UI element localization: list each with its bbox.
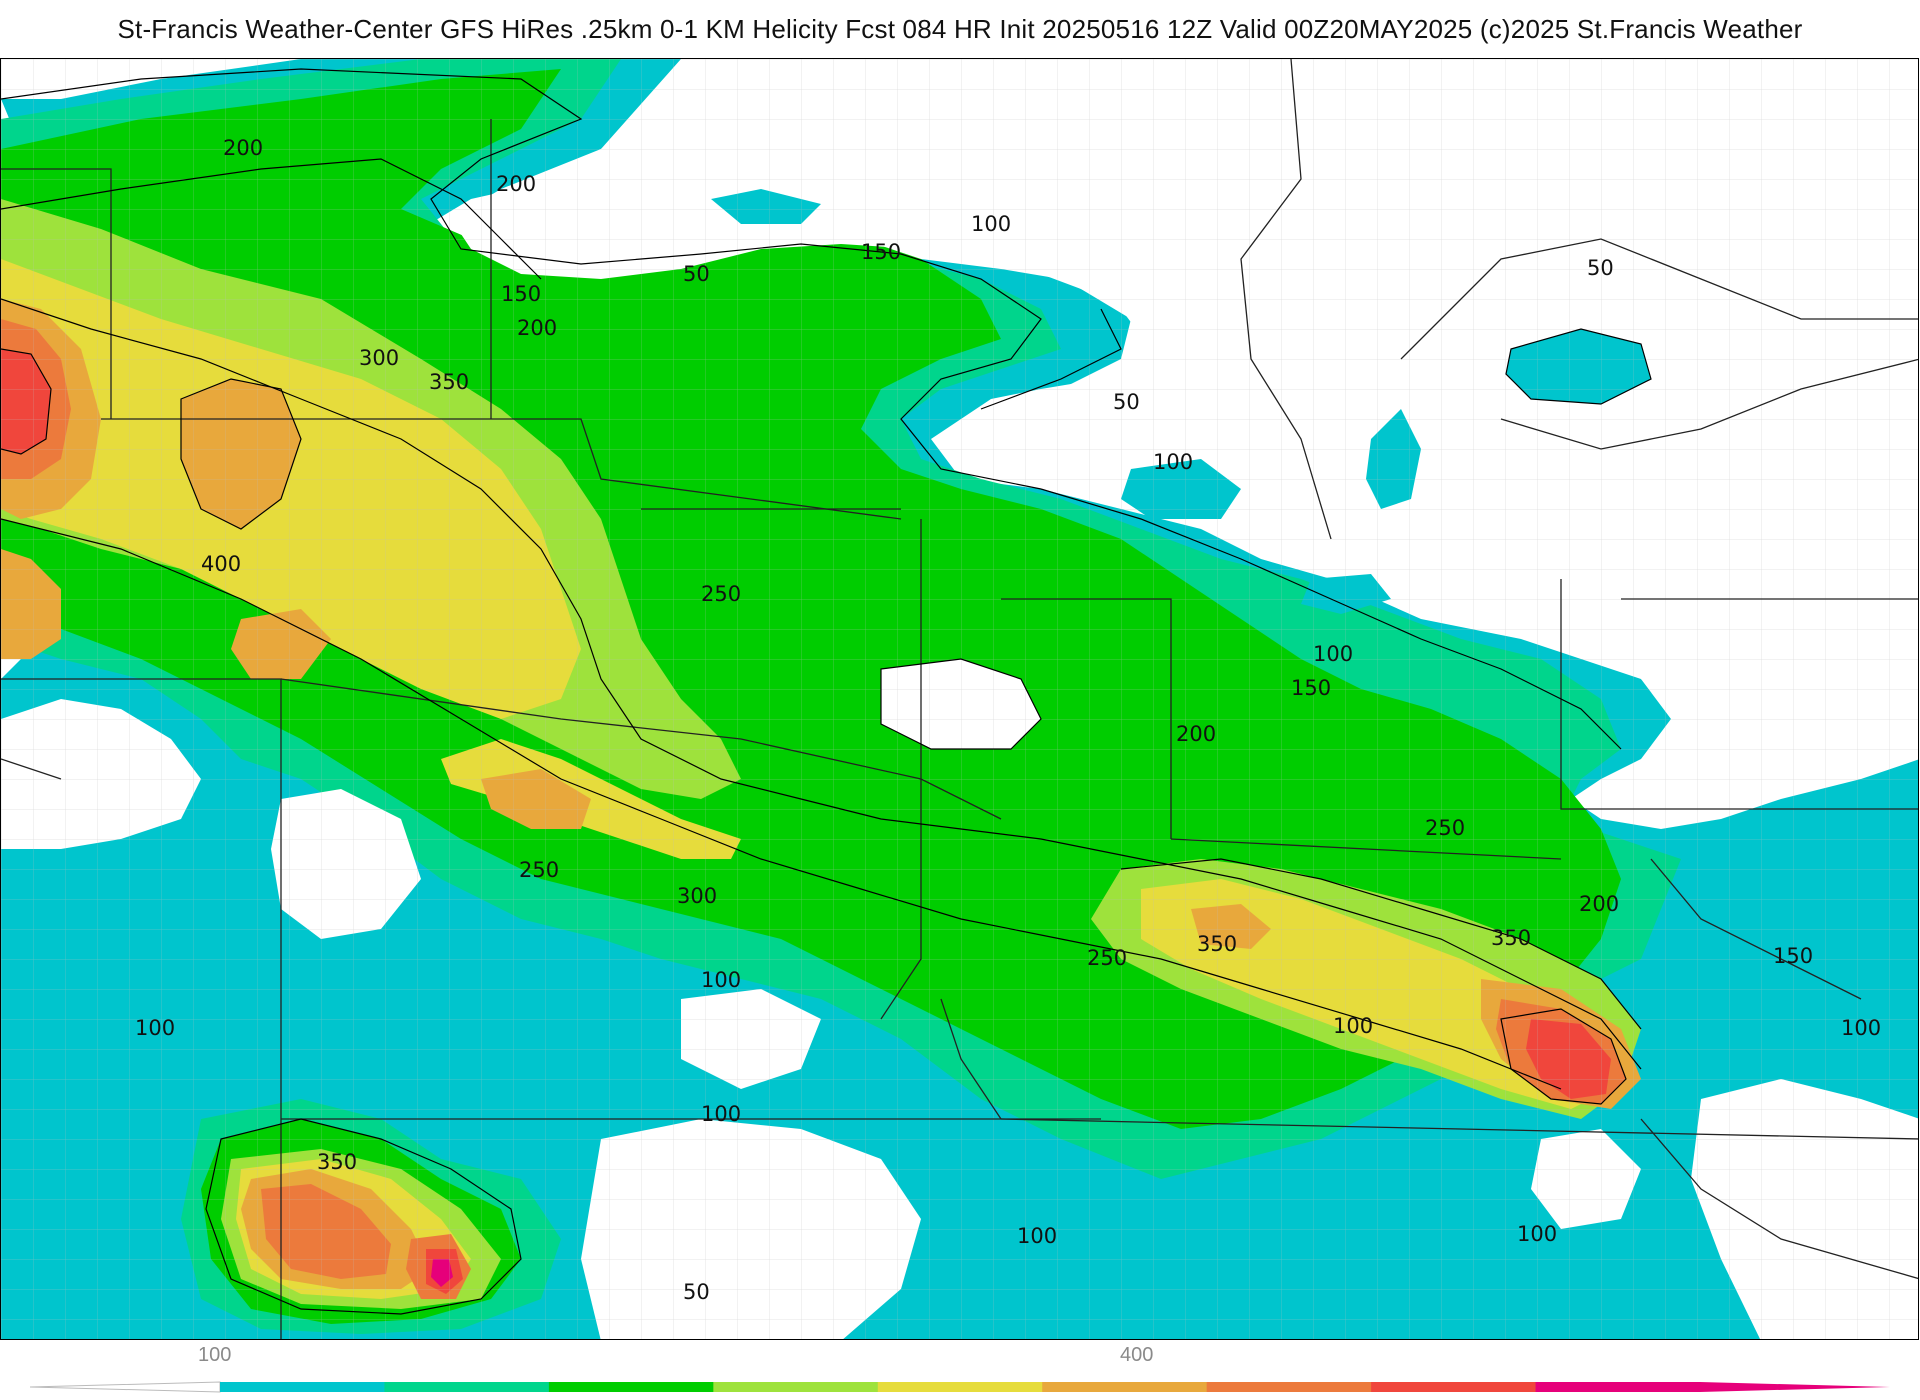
contour-label: 200 [517,316,557,340]
contour-label: 150 [861,240,901,264]
contour-label: 250 [1425,816,1465,840]
colorbar-tick-label: 100 [198,1344,232,1366]
colorbar-segments [220,1382,1701,1392]
state-boundaries [1,59,1918,1339]
contour-label: 250 [701,582,741,606]
colorbar-segment [384,1382,550,1392]
contour-label: 100 [135,1016,175,1040]
contour-label: 350 [1197,932,1237,956]
contour-label: 150 [1773,944,1813,968]
colorbar-segment [877,1382,1043,1392]
contour-label: 100 [1333,1014,1373,1038]
map-canvas: 200 200 150 50 150 100 50 200 300 350 40… [1,59,1918,1339]
contour-label: 200 [223,136,263,160]
contour-label: 100 [1517,1222,1557,1246]
colorbar-segment [1371,1382,1537,1392]
contour-label: 250 [519,858,559,882]
contour-label: 100 [701,968,741,992]
contour-label: 50 [683,262,710,286]
contour-label: 400 [201,552,241,576]
colorbar-segment [220,1382,385,1392]
contour-label: 350 [429,370,469,394]
contour-label: 100 [1017,1224,1057,1248]
contour-label: 150 [501,282,541,306]
contour-label: 250 [1087,946,1127,970]
contour-label: 50 [1113,390,1140,414]
contour-label: 350 [317,1150,357,1174]
contour-label: 100 [971,212,1011,236]
contour-labels: 200 200 150 50 150 100 50 200 300 350 40… [135,136,1881,1304]
contour-label: 200 [1176,722,1216,746]
contour-label: 100 [1153,450,1193,474]
contour-label: 350 [1491,926,1531,950]
contour-label: 200 [1579,892,1619,916]
contour-label: 200 [496,172,536,196]
helicity-contour-lines [1,68,1652,1315]
contour-label: 50 [683,1280,710,1304]
colorbar-right-arrow [1700,1382,1890,1392]
colorbar-left-arrow [30,1381,221,1393]
forecast-map: 200 200 150 50 150 100 50 200 300 350 40… [0,58,1919,1340]
contour-label: 300 [677,884,717,908]
colorbar-segment [1535,1382,1701,1392]
colorbar-segment [1206,1382,1372,1392]
contour-label: 100 [1313,642,1353,666]
contour-label: 100 [701,1102,741,1126]
colorbar [30,1381,1890,1393]
contour-label: 100 [1841,1016,1881,1040]
contour-label: 50 [1587,256,1614,280]
colorbar-segment [1042,1382,1208,1392]
contour-label: 150 [1291,676,1331,700]
contour-label: 300 [359,346,399,370]
colorbar-segment [713,1382,879,1392]
colorbar-segment [548,1382,714,1392]
chart-title: St-Francis Weather-Center GFS HiRes .25k… [117,14,1803,44]
colorbar-tick-label: 400 [1120,1344,1154,1366]
